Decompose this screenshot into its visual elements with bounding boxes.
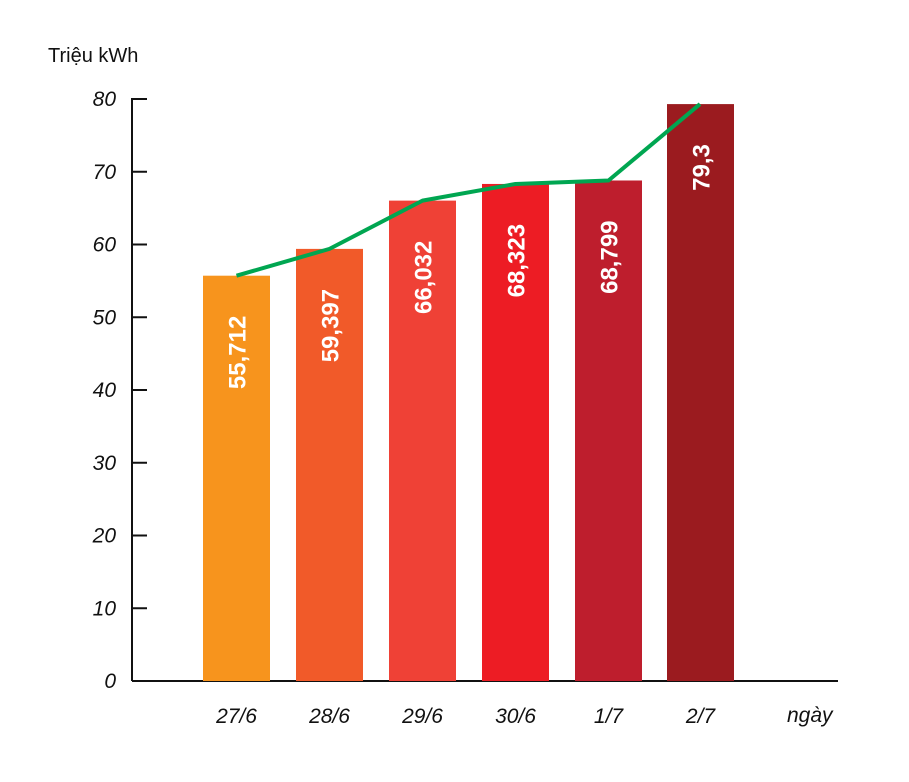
bar	[575, 180, 642, 681]
bar	[389, 200, 456, 682]
y-tick-label: 30	[93, 452, 117, 475]
x-tick-label: 30/6	[495, 705, 536, 728]
bar	[667, 104, 734, 681]
y-tick-label: 80	[93, 88, 117, 111]
data-label: 59,397	[318, 289, 345, 362]
y-tick-label: 60	[93, 234, 117, 257]
trend-line	[235, 102, 702, 278]
data-label: 68,799	[597, 220, 624, 293]
x-tick-label: 28/6	[308, 705, 350, 728]
x-tick-label: 27/6	[215, 705, 257, 728]
bar	[296, 248, 363, 681]
data-label: 55,712	[225, 316, 252, 389]
y-axis-label: Triệu kWh	[48, 45, 138, 67]
data-label: 68,323	[504, 224, 531, 297]
y-tick-label: 40	[93, 379, 117, 402]
y-tick-label: 0	[104, 670, 116, 693]
y-tick-label: 10	[93, 597, 117, 620]
data-label: 79,3	[689, 144, 716, 191]
x-tick-label: 1/7	[594, 705, 625, 728]
y-tick-label: 70	[93, 161, 117, 184]
bar	[203, 275, 270, 681]
y-tick-label: 50	[93, 306, 117, 329]
y-tick-label: 20	[92, 525, 117, 548]
x-axis-label: ngày	[787, 704, 834, 727]
data-label: 66,032	[411, 241, 438, 314]
bar	[482, 183, 549, 681]
x-tick-label: 2/7	[685, 705, 717, 728]
x-tick-label: 29/6	[401, 705, 443, 728]
